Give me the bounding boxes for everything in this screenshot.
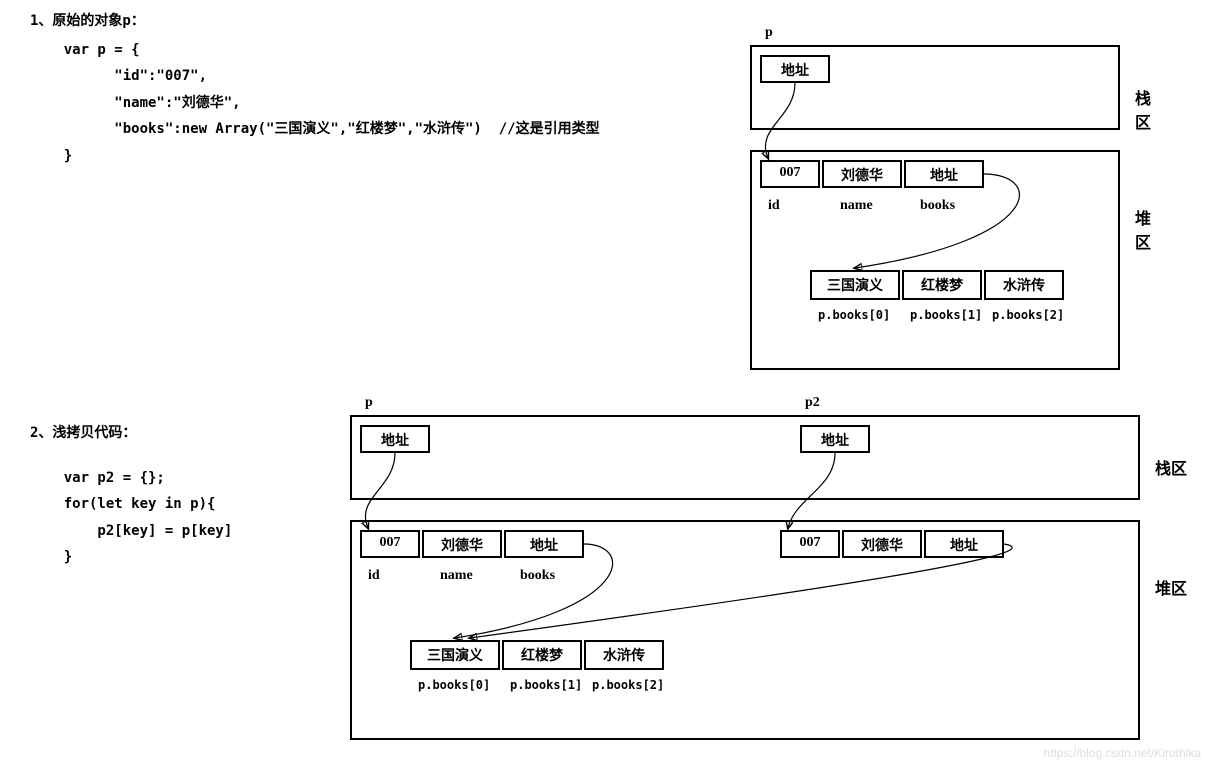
array-index-0: p.books[0]: [418, 678, 490, 692]
section1-title: 1、原始的对象p：: [30, 8, 600, 35]
stack-addr-p: 地址: [360, 425, 430, 453]
array-item-2: 水浒传: [984, 270, 1064, 300]
array-item-0: 三国演义: [410, 640, 500, 670]
stack-region: [350, 415, 1140, 500]
array-index-1: p.books[1]: [910, 308, 982, 322]
obj-id-cell: 007: [760, 160, 820, 188]
stack-addr-p2: 地址: [800, 425, 870, 453]
field-label-id: id: [368, 568, 380, 584]
array-item-1: 红楼梦: [902, 270, 982, 300]
obj1-books-addr-cell: 地址: [504, 530, 584, 558]
obj1-name-cell: 刘德华: [422, 530, 502, 558]
field-label-name: name: [840, 198, 873, 214]
field-label-id: id: [768, 198, 780, 214]
diagram-shallow-copy: pp2地址地址栈区堆区007刘德华地址idnamebooks007刘德华地址三国…: [350, 400, 1190, 740]
array-item-2: 水浒传: [584, 640, 664, 670]
zone-label-stack: 栈区: [1135, 85, 1151, 133]
field-label-name: name: [440, 568, 473, 584]
var-label-p: p: [365, 395, 373, 411]
var-label-p: p: [765, 25, 773, 41]
field-label-books: books: [920, 198, 955, 214]
diagram-original-p: p地址栈区堆区007刘德华地址idnamebooks三国演义红楼梦水浒传p.bo…: [750, 30, 1150, 370]
array-item-1: 红楼梦: [502, 640, 582, 670]
obj2-books-addr-cell: 地址: [924, 530, 1004, 558]
obj-books-addr-cell: 地址: [904, 160, 984, 188]
array-index-2: p.books[2]: [992, 308, 1064, 322]
zone-label-heap: 堆区: [1155, 575, 1187, 599]
section1-code: var p = { "id":"007", "name":"刘德华", "boo…: [30, 37, 600, 170]
zone-label-heap: 堆区: [1135, 205, 1151, 253]
obj1-id-cell: 007: [360, 530, 420, 558]
field-label-books: books: [520, 568, 555, 584]
section2-code: var p2 = {}; for(let key in p){ p2[key] …: [30, 465, 232, 571]
array-index-0: p.books[0]: [818, 308, 890, 322]
obj2-name-cell: 刘德华: [842, 530, 922, 558]
array-index-2: p.books[2]: [592, 678, 664, 692]
var-label-p2: p2: [805, 395, 820, 411]
zone-label-stack: 栈区: [1155, 455, 1187, 479]
obj2-id-cell: 007: [780, 530, 840, 558]
watermark: https://blog.csdn.net/Kiruthika: [1044, 746, 1201, 760]
array-index-1: p.books[1]: [510, 678, 582, 692]
array-item-0: 三国演义: [810, 270, 900, 300]
obj-name-cell: 刘德华: [822, 160, 902, 188]
stack-addr-cell: 地址: [760, 55, 830, 83]
section2-title: 2、浅拷贝代码：: [30, 420, 232, 447]
